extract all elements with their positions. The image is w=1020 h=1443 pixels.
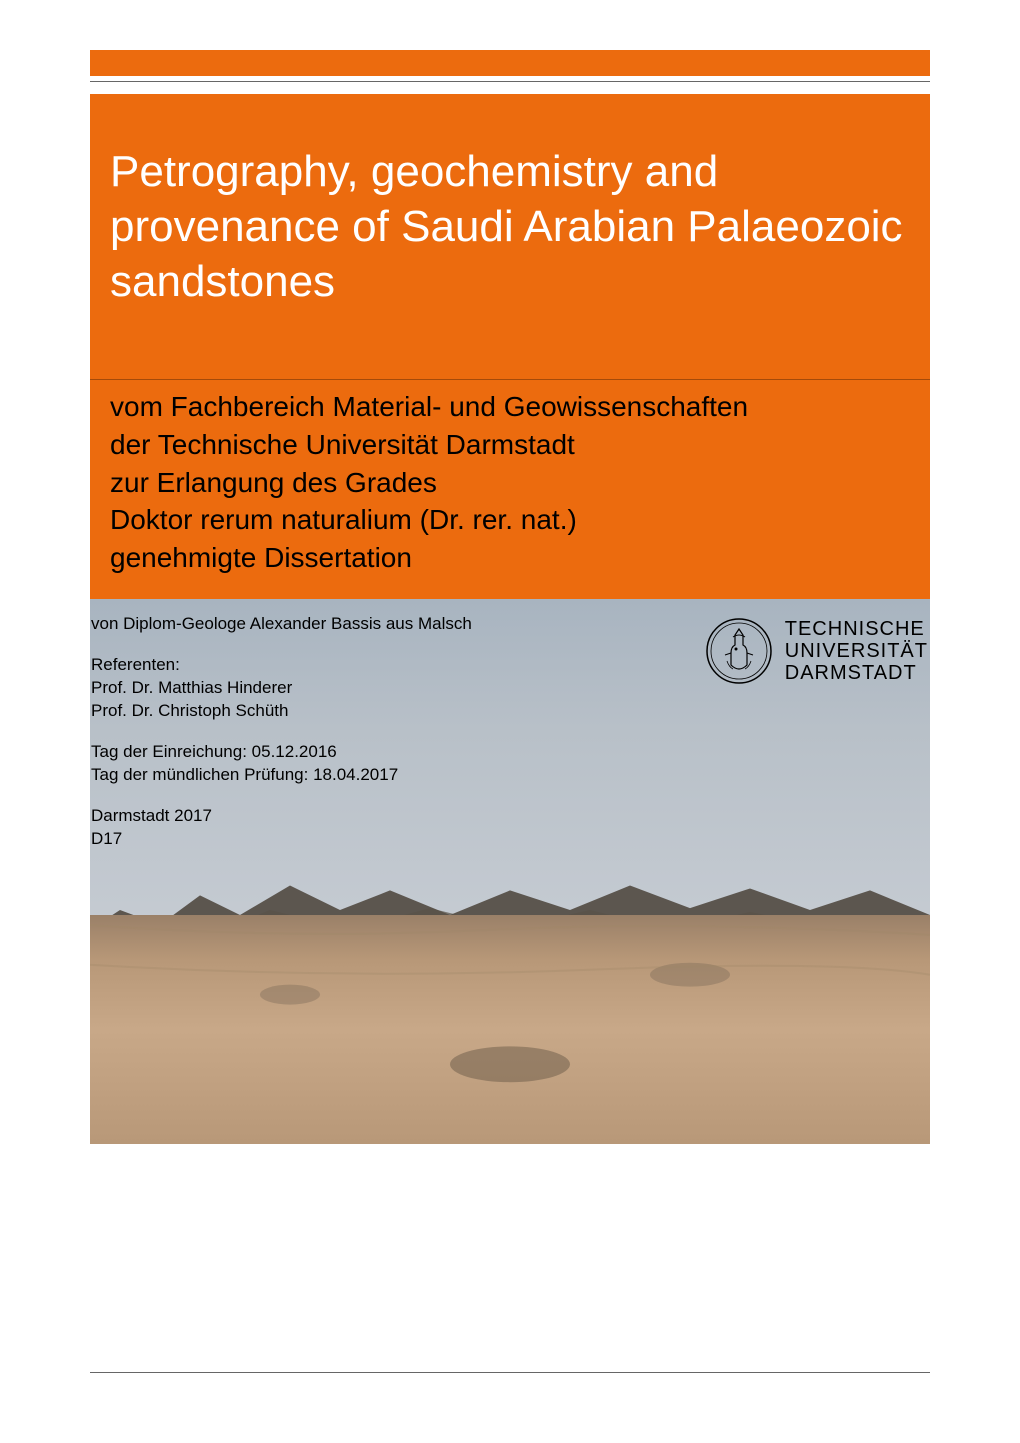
subtitle-line-3: zur Erlangung des Grades [110, 464, 910, 502]
referee-2: Prof. Dr. Christoph Schüth [91, 700, 472, 723]
desert-foreground [90, 915, 930, 1144]
subtitle-line-4: Doktor rerum naturalium (Dr. rer. nat.) [110, 501, 910, 539]
doc-number: D17 [91, 828, 472, 851]
metadata-block: von Diplom-Geologe Alexander Bassis aus … [91, 613, 472, 851]
oral-exam-date: Tag der mündlichen Prüfung: 18.04.2017 [91, 764, 472, 787]
dissertation-title: Petrography, geochemistry and provenance… [110, 144, 910, 309]
subtitle-line-5: genehmigte Dissertation [110, 539, 910, 577]
university-logo-block: TECHNISCHE UNIVERSITÄT DARMSTADT [705, 617, 928, 685]
subtitle-text: vom Fachbereich Material- und Geowissens… [110, 388, 910, 577]
lower-section: von Diplom-Geologe Alexander Bassis aus … [90, 599, 930, 1144]
top-rule [90, 50, 930, 76]
author-line: von Diplom-Geologe Alexander Bassis aus … [91, 613, 472, 636]
spacer-rule [90, 79, 930, 82]
page-container: Petrography, geochemistry and provenance… [0, 0, 1020, 1443]
subtitle-line-1: vom Fachbereich Material- und Geowissens… [110, 388, 910, 426]
athena-seal-icon [705, 617, 773, 685]
footer-rule [90, 1372, 930, 1373]
submission-date: Tag der Einreichung: 05.12.2016 [91, 741, 472, 764]
referee-1: Prof. Dr. Matthias Hinderer [91, 677, 472, 700]
university-line-1: TECHNISCHE [785, 618, 928, 640]
referees-label: Referenten: [91, 654, 472, 677]
desert-texture [90, 915, 930, 1144]
university-name: TECHNISCHE UNIVERSITÄT DARMSTADT [785, 618, 928, 684]
title-block: Petrography, geochemistry and provenance… [90, 94, 930, 379]
university-line-2: UNIVERSITÄT [785, 640, 928, 662]
subtitle-block: vom Fachbereich Material- und Geowissens… [90, 379, 930, 599]
subtitle-line-2: der Technische Universität Darmstadt [110, 426, 910, 464]
place-year: Darmstadt 2017 [91, 805, 472, 828]
top-orange-strip [90, 50, 930, 76]
university-line-3: DARMSTADT [785, 662, 928, 684]
